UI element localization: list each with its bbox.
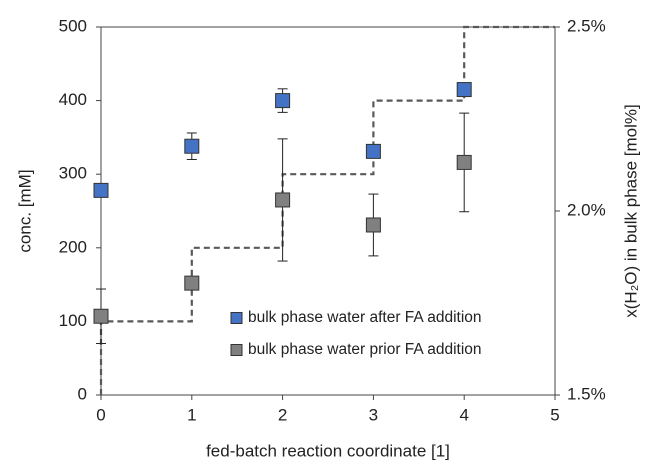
x-axis-label: fed-batch reaction coordinate [1] [206,441,450,460]
y2-tick-label: 1.5% [567,384,606,403]
y-tick-label: 500 [59,16,87,35]
y-axis-label: conc. [mM] [15,169,34,252]
plot-frame [100,26,556,396]
marker [93,308,109,324]
x-tick-label: 2 [278,405,287,424]
marker [184,138,200,154]
marker [275,192,291,208]
marker [275,93,291,109]
marker [365,217,381,233]
legend-swatch [230,344,243,356]
y-tick-label: 100 [59,311,87,330]
x-tick-label: 3 [369,405,378,424]
marker [456,82,472,98]
step-line [99,25,555,395]
y-tick-label: 400 [59,90,87,109]
legend-label: bulk phase water prior FA addition [248,341,482,358]
y-tick-label: 0 [78,384,87,403]
marker [456,154,472,170]
x-tick-label: 1 [187,405,196,424]
x-tick-label: 0 [96,405,105,424]
y2-axis-label: x(H₂O) in bulk phase [mol%] [621,104,640,318]
y-tick-label: 300 [59,164,87,183]
marker [365,143,381,159]
x-tick-label: 5 [550,405,559,424]
y2-tick-label: 2.5% [567,16,606,35]
marker [184,275,200,291]
y2-tick-label: 2.0% [567,200,606,219]
y-tick-label: 200 [59,237,87,256]
legend-label: bulk phase water after FA addition [248,309,482,326]
x-tick-label: 4 [459,405,468,424]
marker [93,182,109,198]
legend-swatch [230,312,243,324]
